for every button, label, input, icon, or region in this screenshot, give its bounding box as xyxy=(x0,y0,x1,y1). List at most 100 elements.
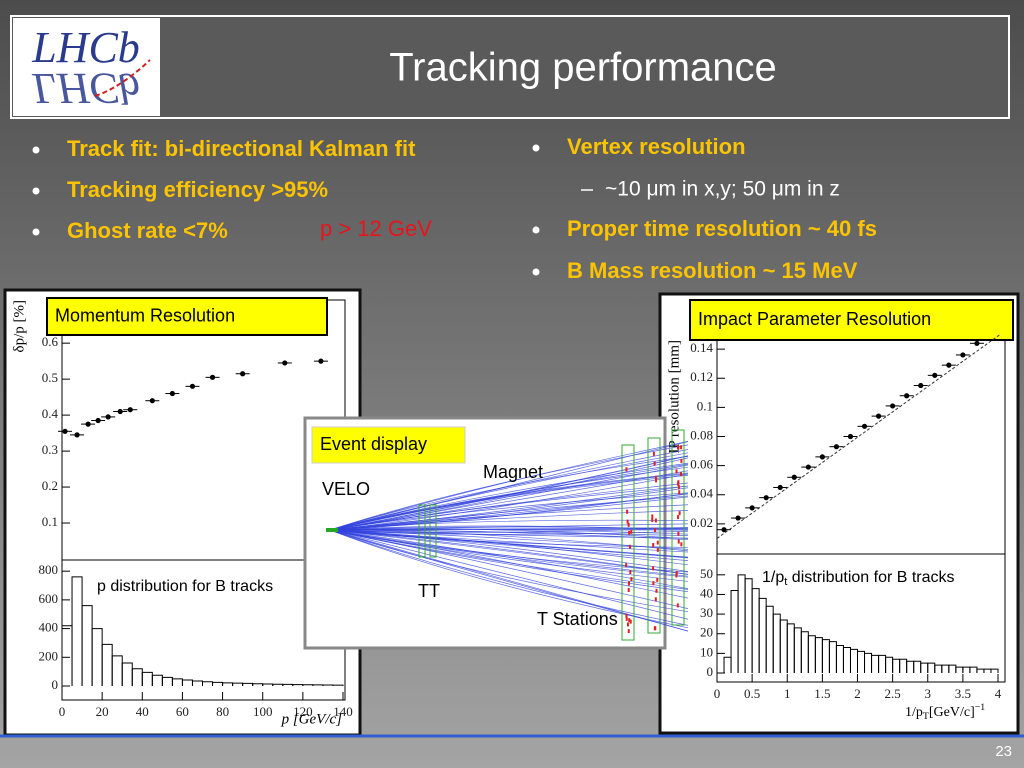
hit xyxy=(625,467,628,472)
bullet-text: Track fit: bi-directional Kalman fit xyxy=(67,136,416,161)
logo-swoosh xyxy=(94,59,151,97)
bullet-dot xyxy=(532,226,540,234)
bullet-text: Ghost rate <7% xyxy=(67,218,228,243)
superscript: −1 xyxy=(975,702,986,713)
logo-box xyxy=(13,18,160,116)
track xyxy=(329,452,689,531)
hit xyxy=(656,547,659,552)
data-point xyxy=(105,414,111,420)
data-point xyxy=(117,408,123,415)
y-tick-label: 0.02 xyxy=(690,515,713,530)
data-point xyxy=(833,444,840,450)
track xyxy=(329,529,689,558)
hit xyxy=(655,478,658,483)
hit xyxy=(680,445,683,450)
data-point xyxy=(819,454,825,460)
data-point xyxy=(209,374,216,380)
title-box xyxy=(10,15,1010,119)
data-point xyxy=(282,360,288,366)
x-tick-label: 0 xyxy=(714,686,721,701)
y-tick-label: 0.1 xyxy=(697,398,713,413)
bullet-dot xyxy=(32,228,40,236)
momentum-panel xyxy=(3,288,362,737)
x-tick-label: 0.5 xyxy=(744,686,760,701)
data-point xyxy=(749,505,755,511)
x-tick-label: 1 xyxy=(784,686,791,701)
y-tick-label: 0.04 xyxy=(690,486,713,501)
event-annotation: VELO xyxy=(322,479,370,499)
plot-label: Momentum Resolution xyxy=(55,305,235,325)
track xyxy=(329,529,689,613)
y-tick-label: 20 xyxy=(700,625,713,640)
sub-bullet-text: ~10 μm in x,y; 50 μm in z xyxy=(605,178,840,201)
track xyxy=(329,529,689,566)
data-point xyxy=(932,372,938,378)
ip-panel xyxy=(658,292,1020,735)
data-point xyxy=(127,407,133,413)
hit xyxy=(625,616,628,621)
x-axis-label: p [GeV/c] xyxy=(281,711,343,727)
data-point xyxy=(149,398,155,404)
bullet-text: Vertex resolution xyxy=(567,134,746,159)
x-tick-label: 1.5 xyxy=(814,686,830,701)
slide-number: 23 xyxy=(995,743,1012,760)
x-tick-label: 120 xyxy=(293,704,313,719)
hit xyxy=(678,511,681,516)
hit xyxy=(675,571,678,576)
plot-label: Impact Parameter Resolution xyxy=(698,309,931,329)
event-annotation: TT xyxy=(418,581,440,601)
fit-line xyxy=(716,334,1001,539)
data-point xyxy=(805,464,811,470)
track xyxy=(329,485,689,531)
hit xyxy=(629,570,632,575)
y-tick-label: 0.6 xyxy=(42,334,59,349)
text: distribution for B tracks xyxy=(787,569,954,586)
y-tick-label: 10 xyxy=(700,644,713,659)
ip-plot: 0.02 0.04 0.06 0.08 0.1 0.12 0.14 0 10 20 30 40 50 0 0… xyxy=(666,299,1014,722)
data-point xyxy=(189,383,196,389)
hit xyxy=(626,509,629,514)
y-tick-label: 0.3 xyxy=(42,442,58,457)
y-tick-label: 0.4 xyxy=(42,406,59,421)
data-point xyxy=(318,358,324,364)
data-point xyxy=(960,352,966,358)
bullet-dot xyxy=(532,144,540,152)
x-tick-label: 2 xyxy=(854,686,861,701)
bullet-text: Tracking efficiency >95% xyxy=(67,177,328,202)
hit xyxy=(656,577,659,582)
hit xyxy=(630,577,633,582)
y-tick-label: 0 xyxy=(707,664,714,679)
logo: LHCb xyxy=(31,23,140,72)
hit xyxy=(625,613,628,618)
hit xyxy=(628,618,631,623)
data-point xyxy=(777,484,783,491)
data-point xyxy=(721,527,727,533)
hit xyxy=(628,530,631,535)
bullet-dot xyxy=(32,187,40,195)
velo xyxy=(326,528,338,532)
hit xyxy=(625,563,628,568)
hit xyxy=(627,587,630,592)
hit xyxy=(652,542,655,547)
subscript: T xyxy=(923,711,929,722)
hit xyxy=(653,461,656,466)
hit xyxy=(677,539,680,544)
hit xyxy=(627,522,630,527)
note: p > 12 GeV xyxy=(320,216,432,241)
bullet-text: B Mass resolution ~ 15 MeV xyxy=(567,258,858,283)
track xyxy=(329,529,689,620)
y-tick-label: 0.5 xyxy=(42,370,58,385)
hit xyxy=(652,451,655,456)
track xyxy=(329,492,689,531)
text: 1/p xyxy=(762,569,784,586)
data-point xyxy=(974,340,980,346)
hit xyxy=(627,629,630,634)
y-tick-label: 400 xyxy=(39,620,59,635)
y-tick-label: 200 xyxy=(39,648,59,663)
data-point xyxy=(169,390,175,397)
y-tick-label: 0.06 xyxy=(690,457,713,472)
tt-station xyxy=(418,504,426,558)
x-tick-label: 3 xyxy=(925,686,932,701)
plot-label-box xyxy=(46,297,328,336)
data-point xyxy=(904,393,910,399)
